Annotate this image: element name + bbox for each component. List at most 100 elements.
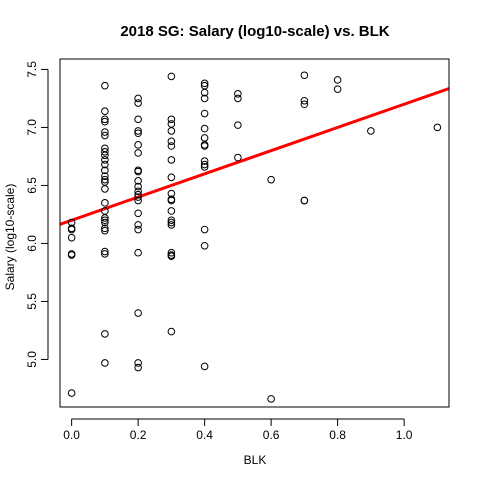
data-point xyxy=(134,127,142,135)
data-point xyxy=(200,362,209,371)
y-tick-label: 5.0 xyxy=(25,351,39,368)
data-point xyxy=(134,129,142,138)
data-point xyxy=(101,160,109,169)
data-point xyxy=(101,148,109,156)
data-point xyxy=(200,157,209,165)
data-point xyxy=(167,248,176,257)
data-point xyxy=(134,187,142,196)
data-point xyxy=(134,115,142,124)
data-point xyxy=(200,109,209,118)
data-point xyxy=(167,221,176,229)
data-point xyxy=(167,137,176,146)
data-point xyxy=(167,156,176,164)
data-point xyxy=(267,175,275,184)
data-point xyxy=(234,153,242,162)
x-axis-label: BLK xyxy=(244,453,267,467)
data-point xyxy=(101,330,109,338)
x-tick-label: 0.6 xyxy=(263,428,280,442)
axes-layer: 0.0 0.2 0.4 0.6 0.8 1.0 5.0 5.5 6.0 6.5 7.0 7.5 xyxy=(25,58,450,442)
data-point xyxy=(134,196,142,205)
data-point xyxy=(167,218,176,227)
data-point xyxy=(101,185,109,193)
data-point xyxy=(67,389,76,397)
data-point xyxy=(200,88,209,97)
data-point xyxy=(200,160,209,169)
data-point xyxy=(101,117,109,126)
data-point xyxy=(167,196,176,205)
x-tick-label: 0.8 xyxy=(329,428,346,442)
data-point xyxy=(200,142,209,150)
data-point xyxy=(167,327,176,336)
data-point xyxy=(101,156,109,164)
data-point xyxy=(101,166,109,175)
data-point xyxy=(67,233,76,242)
data-point xyxy=(333,85,342,93)
data-point xyxy=(167,207,176,215)
data-point xyxy=(134,149,142,157)
data-point xyxy=(234,90,242,98)
data-point xyxy=(300,100,309,109)
data-point xyxy=(167,115,176,124)
data-point xyxy=(101,214,109,222)
data-point xyxy=(134,248,142,257)
data-point xyxy=(333,76,342,84)
data-point xyxy=(200,241,209,250)
data-point xyxy=(134,177,142,185)
data-point xyxy=(134,94,142,103)
data-point xyxy=(134,209,142,218)
data-point xyxy=(101,218,109,227)
data-point xyxy=(67,251,76,259)
data-point xyxy=(234,94,242,103)
data-point xyxy=(200,94,209,103)
data-point xyxy=(101,224,109,233)
data-point xyxy=(101,107,109,115)
y-tick-label: 6.0 xyxy=(25,235,39,252)
data-point xyxy=(167,142,176,150)
x-tick-label: 0.4 xyxy=(196,428,213,442)
x-tick-label: 1.0 xyxy=(396,428,413,442)
data-point xyxy=(134,167,142,176)
data-point xyxy=(101,359,109,367)
x-tick-label: 0.0 xyxy=(63,428,80,442)
data-point xyxy=(167,127,176,135)
fit-line-layer xyxy=(60,87,449,226)
data-point xyxy=(167,120,176,128)
points-layer xyxy=(67,71,442,403)
data-point xyxy=(134,359,142,367)
chart-title: 2018 SG: Salary (log10-scale) vs. BLK xyxy=(120,23,389,40)
data-point xyxy=(101,151,109,160)
data-point xyxy=(367,127,375,135)
y-tick-label: 5.5 xyxy=(25,293,39,310)
data-point xyxy=(101,115,109,124)
data-point xyxy=(300,71,309,80)
data-point xyxy=(234,121,242,129)
y-tick-label: 6.5 xyxy=(25,177,39,194)
data-point xyxy=(101,128,109,136)
data-point xyxy=(167,173,176,182)
data-point xyxy=(200,134,209,142)
data-point xyxy=(134,190,142,199)
x-tick-label: 0.2 xyxy=(130,428,147,442)
data-point xyxy=(101,199,109,207)
data-point xyxy=(134,309,142,317)
y-tick-label: 7.5 xyxy=(25,61,39,78)
data-point xyxy=(433,123,442,132)
data-point xyxy=(200,79,209,88)
data-point xyxy=(101,175,109,184)
data-point xyxy=(134,99,142,107)
plot-frame xyxy=(59,58,450,408)
data-point xyxy=(200,124,209,133)
data-point xyxy=(200,163,209,171)
data-point xyxy=(300,196,309,205)
data-point xyxy=(67,225,76,234)
y-axis-label: Salary (log10-scale) xyxy=(3,184,17,291)
data-point xyxy=(101,216,109,225)
data-point xyxy=(167,72,176,81)
y-tick-label: 7.0 xyxy=(25,119,39,136)
data-point xyxy=(134,363,142,372)
data-point xyxy=(300,96,309,105)
data-point xyxy=(101,81,109,90)
regression-line xyxy=(60,87,449,226)
data-point xyxy=(134,182,142,191)
